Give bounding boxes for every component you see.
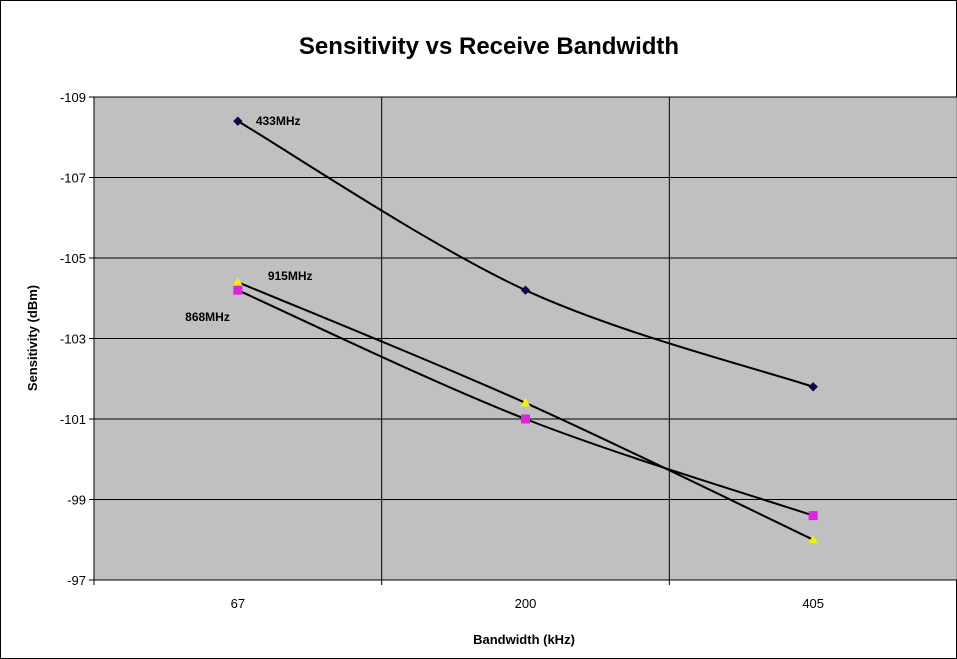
series-label-915MHz: 915MHz: [268, 269, 313, 283]
data-point: [232, 277, 243, 286]
x-axis-label: Bandwidth (kHz): [473, 632, 575, 647]
data-point: [233, 285, 243, 295]
data-point: [520, 285, 531, 295]
series-label-433MHz: 433MHz: [256, 114, 301, 128]
data-point: [233, 116, 243, 126]
data-point: [808, 511, 818, 521]
data-point: [808, 382, 818, 392]
data-point: [521, 414, 530, 424]
series-label-868MHz: 868MHz: [185, 310, 230, 324]
data-point: [808, 534, 819, 544]
y-tick-label: -97: [67, 573, 86, 588]
y-axis-label: Sensitivity (dBm): [25, 285, 40, 391]
y-tick-label: -107: [60, 171, 86, 186]
x-tick-label: 67: [231, 596, 245, 611]
x-tick-label: 405: [802, 596, 824, 611]
y-tick-label: -99: [67, 493, 86, 508]
chart-title: Sensitivity vs Receive Bandwidth: [299, 33, 679, 60]
y-tick-label: -103: [60, 332, 86, 347]
x-tick-label: 200: [515, 596, 537, 611]
y-tick-label: -109: [60, 90, 86, 105]
data-point: [520, 397, 531, 407]
y-tick-label: -105: [60, 251, 86, 266]
y-tick-label: -101: [60, 412, 86, 427]
